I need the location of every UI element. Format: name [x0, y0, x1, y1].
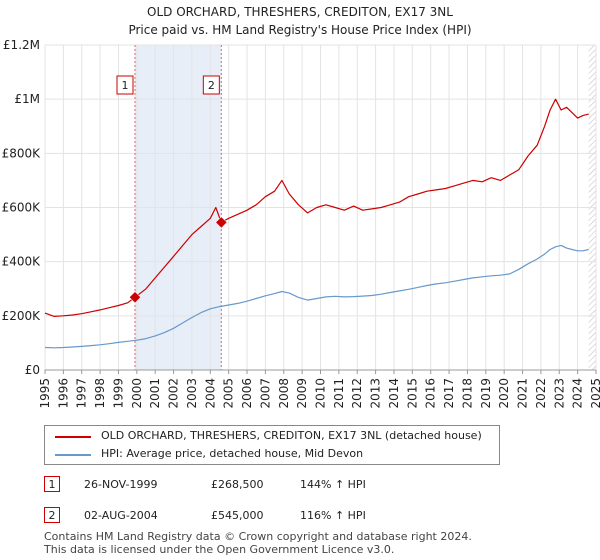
x-tick-label: 2006	[240, 378, 254, 409]
legend-item-hpi: HPI: Average price, detached house, Mid …	[45, 446, 499, 464]
price-chart: OLD ORCHARD, THRESHERS, CREDITON, EX17 3…	[2, 5, 600, 409]
x-tick-label: 2007	[258, 378, 272, 409]
x-tick-label: 2013	[369, 378, 383, 409]
transaction-badge: 1	[44, 476, 60, 492]
y-tick-label: £1.2M	[3, 38, 40, 52]
x-tick-label: 2012	[350, 378, 364, 409]
x-tick-label: 2001	[148, 378, 162, 409]
y-tick-label: £200K	[2, 309, 42, 323]
chart-title: OLD ORCHARD, THRESHERS, CREDITON, EX17 3…	[147, 5, 453, 19]
transaction-date: 26-NOV-1999	[84, 478, 158, 491]
x-tick-label: 2009	[295, 378, 309, 409]
transaction-badge: 2	[44, 507, 60, 523]
x-tick-label: 2004	[203, 378, 217, 409]
x-tick-label: 2019	[479, 378, 493, 409]
y-tick-label: £0	[25, 363, 40, 377]
x-tick-label: 2023	[552, 378, 566, 409]
transaction-row: 2 02-AUG-2004 £545,000 116% ↑ HPI	[44, 506, 544, 526]
y-tick-label: £600K	[2, 201, 42, 215]
sale-point-2	[215, 216, 228, 229]
transaction-hpi: 116% ↑ HPI	[300, 509, 366, 522]
x-tick-label: 2022	[534, 378, 548, 409]
legend-label-hpi: HPI: Average price, detached house, Mid …	[101, 447, 364, 460]
x-tick-label: 1996	[56, 378, 70, 409]
x-tick-label: 2025	[589, 378, 600, 409]
marker-box-2	[202, 75, 220, 95]
transaction-price: £545,000	[211, 509, 264, 522]
x-tick-label: 2021	[516, 378, 530, 409]
x-tick-label: 2020	[497, 378, 511, 409]
x-tick-label: 2024	[571, 378, 585, 409]
series-line-property	[44, 98, 589, 317]
x-tick-label: 1995	[38, 378, 52, 409]
marker-label-1: 1	[121, 79, 128, 92]
marker-label-2: 2	[208, 79, 215, 92]
y-tick-label: £1M	[14, 92, 40, 106]
x-tick-label: 2003	[185, 378, 199, 409]
x-tick-label: 2008	[277, 378, 291, 409]
legend-swatch-property	[55, 436, 91, 438]
plot-area: 1 2 £0 £200K £400K £600K £800K £1M £1.2M 1995 1996…	[2, 38, 600, 409]
transaction-price: £268,500	[211, 478, 264, 491]
x-tick-label: 2017	[442, 378, 456, 409]
y-tick-label: £400K	[2, 255, 42, 269]
series-line-hpi	[44, 244, 589, 349]
legend: OLD ORCHARD, THRESHERS, CREDITON, EX17 3…	[44, 425, 500, 465]
marker-box-1	[116, 75, 134, 95]
x-tick-label: 1999	[111, 378, 125, 409]
transaction-row: 1 26-NOV-1999 £268,500 144% ↑ HPI	[44, 475, 544, 495]
legend-label-property: OLD ORCHARD, THRESHERS, CREDITON, EX17 3…	[101, 429, 482, 442]
footer: Contains HM Land Registry data © Crown c…	[44, 530, 472, 556]
x-tick-label: 2018	[460, 378, 474, 409]
sale-point-1	[128, 291, 142, 304]
legend-item-property: OLD ORCHARD, THRESHERS, CREDITON, EX17 3…	[45, 428, 499, 446]
x-tick-label: 2010	[314, 378, 328, 409]
footer-line-2: This data is licensed under the Open Gov…	[44, 543, 395, 556]
y-tick-label: £800K	[2, 146, 42, 160]
x-tick-label: 2005	[222, 378, 236, 409]
x-tick-label: 1998	[93, 378, 107, 409]
transaction-date: 02-AUG-2004	[84, 509, 158, 522]
x-tick-label: 2011	[332, 378, 346, 409]
footer-line-1: Contains HM Land Registry data © Crown c…	[44, 530, 472, 543]
x-tick-label: 2014	[387, 378, 401, 409]
x-tick-label: 2015	[405, 378, 419, 409]
x-tick-label: 2000	[130, 378, 144, 409]
x-tick-label: 1997	[75, 378, 89, 409]
x-tick-label: 2016	[424, 378, 438, 409]
transaction-hpi: 144% ↑ HPI	[300, 478, 366, 491]
chart-subtitle: Price paid vs. HM Land Registry's House …	[128, 23, 471, 37]
x-tick-label: 2002	[167, 378, 181, 409]
legend-swatch-hpi	[55, 454, 91, 456]
